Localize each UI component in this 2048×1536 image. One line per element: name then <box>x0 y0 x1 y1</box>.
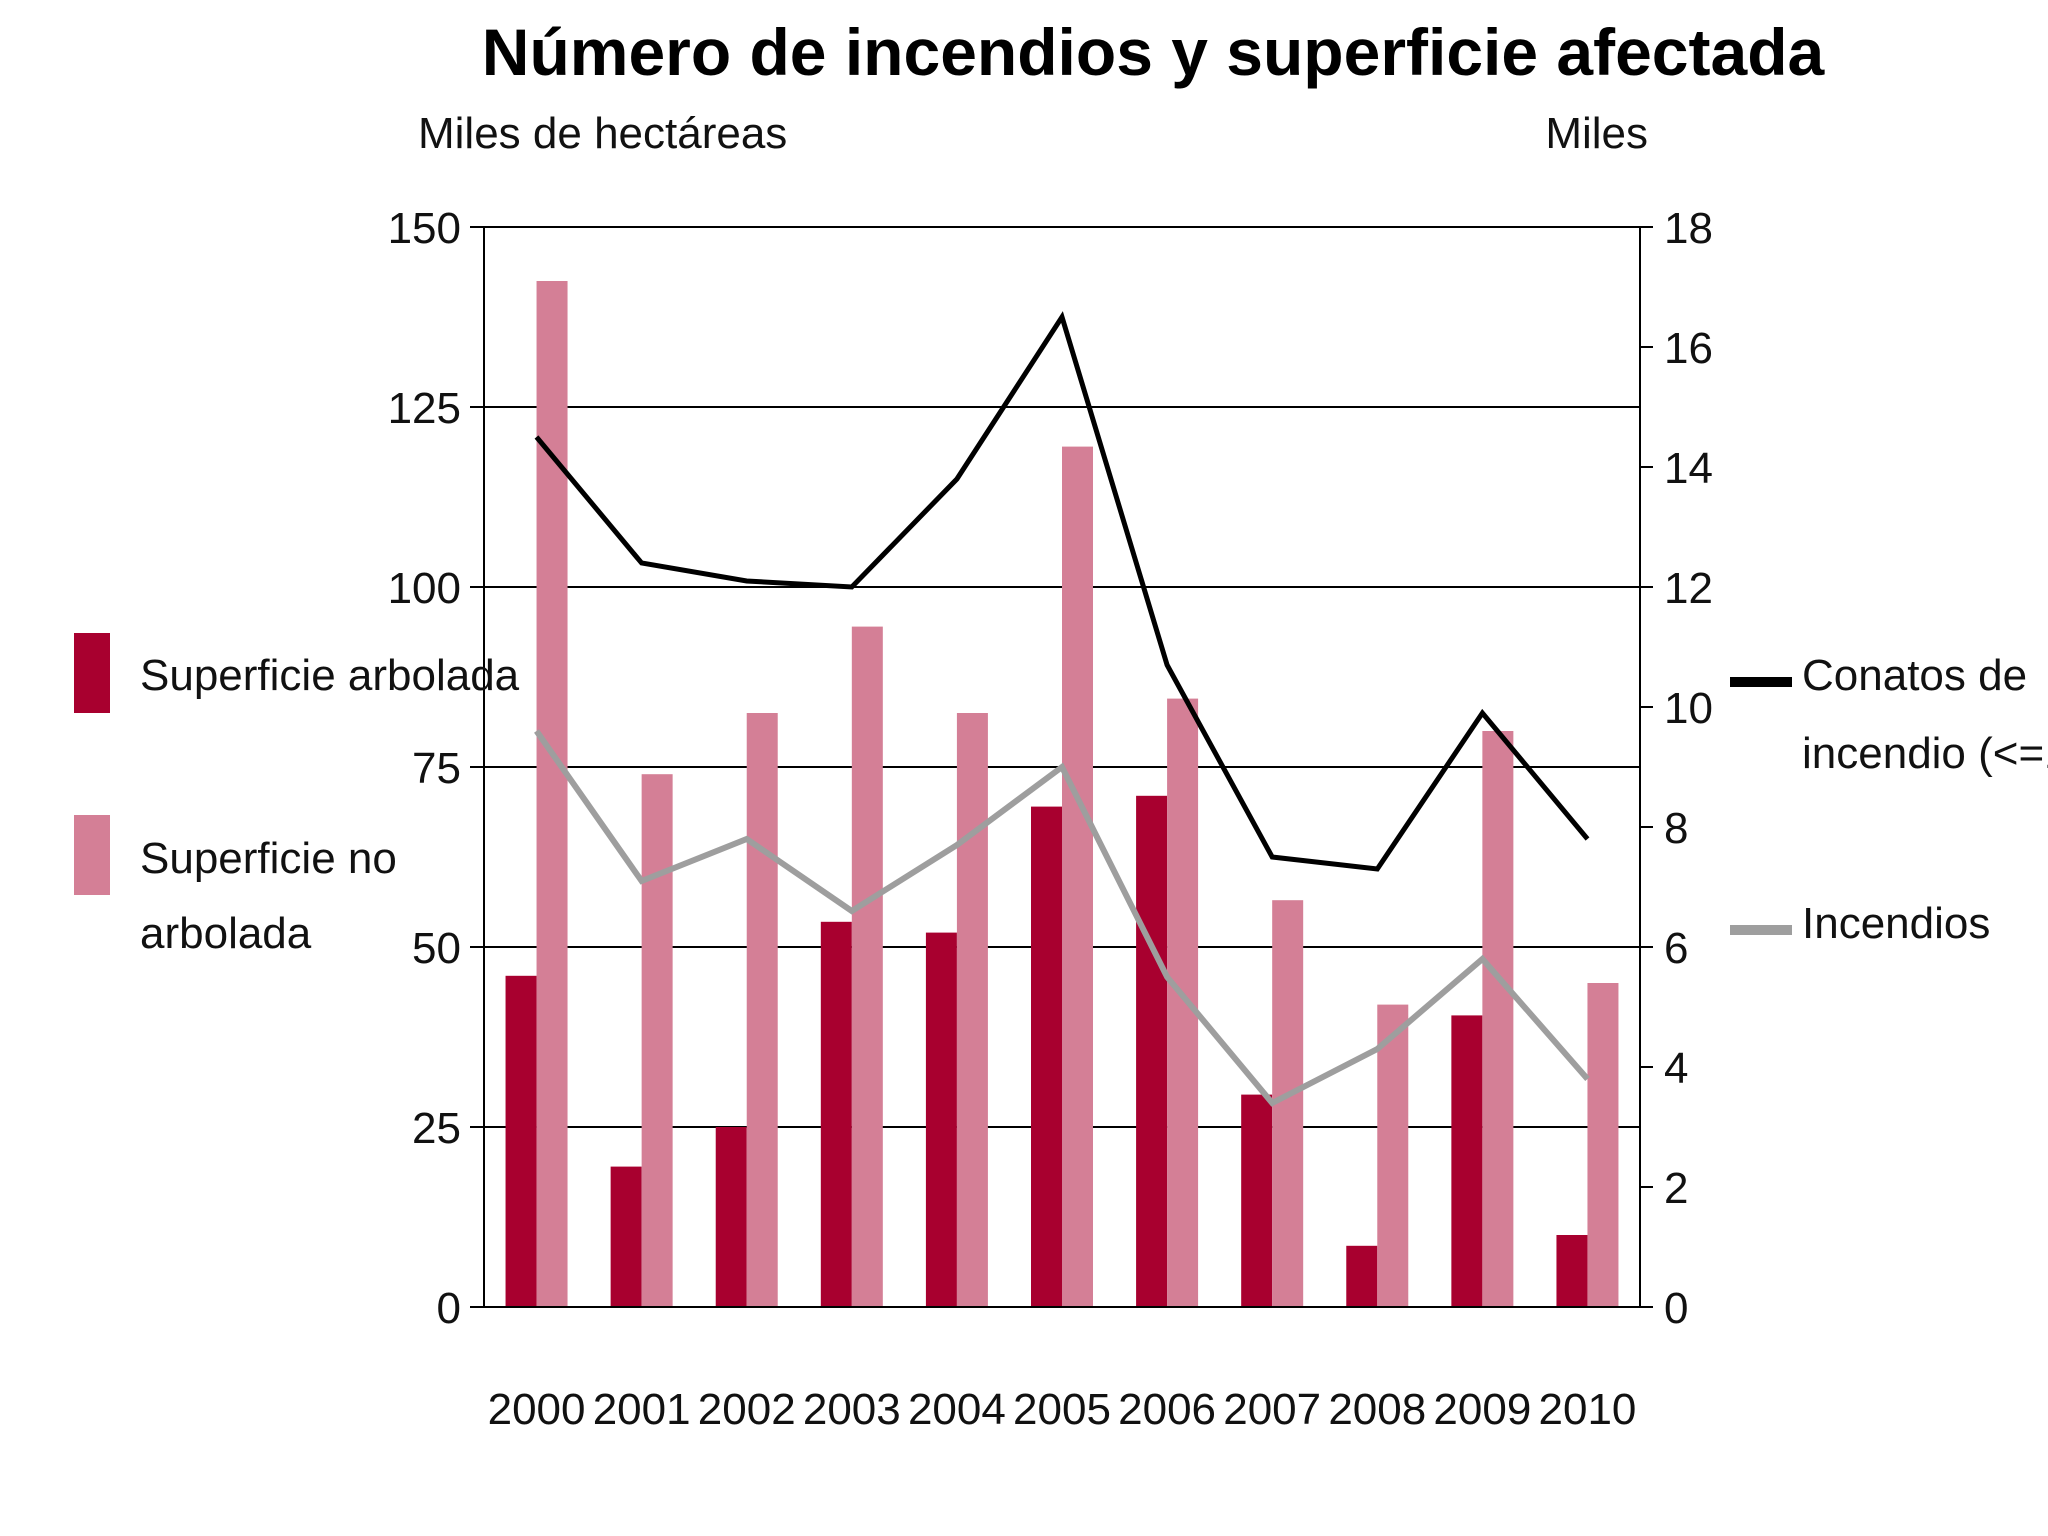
bar-arbolada-2007 <box>1241 1094 1273 1307</box>
legend-label-right-0-1: incendio (<=1ha) <box>1802 729 2048 778</box>
bar-no-arbolada-2000 <box>536 281 568 1307</box>
bar-no-arbolada-2009 <box>1482 731 1514 1307</box>
left-tick-label-25: 25 <box>412 1104 461 1153</box>
left-tick-label-125: 125 <box>388 384 461 433</box>
left-tick-label-75: 75 <box>412 744 461 793</box>
x-tick-label-2010: 2010 <box>1539 1385 1637 1434</box>
x-tick-label-2002: 2002 <box>698 1385 796 1434</box>
legend-label-left-1-0: Superficie no <box>140 834 397 883</box>
x-tick-label-2004: 2004 <box>908 1385 1006 1434</box>
legend-label-right-1-0: Incendios <box>1802 899 1990 948</box>
x-tick-label-2003: 2003 <box>803 1385 901 1434</box>
bar-no-arbolada-2002 <box>746 713 778 1307</box>
x-tick-label-2007: 2007 <box>1223 1385 1321 1434</box>
right-tick-label-4: 4 <box>1664 1044 1688 1093</box>
bar-no-arbolada-2005 <box>1062 446 1093 1308</box>
left-tick-label-100: 100 <box>388 564 461 613</box>
right-tick-label-0: 0 <box>1664 1284 1688 1333</box>
legend-label-left-0-0: Superficie arbolada <box>140 651 520 700</box>
legend: Superficie arbolada Superficie no arbolada… <box>74 633 2048 958</box>
x-tick-label-2008: 2008 <box>1328 1385 1426 1434</box>
right-tick-label-16: 16 <box>1664 324 1713 373</box>
bar-arbolada-2000 <box>505 975 537 1307</box>
legend-label-right-0-0: Conatos de <box>1802 651 2027 700</box>
x-tick-label-2001: 2001 <box>593 1385 691 1434</box>
bar-arbolada-2005 <box>1031 806 1062 1307</box>
bar-no-arbolada-2003 <box>851 626 883 1307</box>
bar-arbolada-2006 <box>1136 795 1168 1307</box>
bar-arbolada-2003 <box>820 921 852 1307</box>
chart-title: Número de incendios y superficie afectad… <box>482 15 1826 89</box>
bar-arbolada-2009 <box>1451 1015 1483 1307</box>
bars <box>505 281 1619 1308</box>
bar-arbolada-2010 <box>1556 1235 1588 1307</box>
legend-swatch-left-0 <box>74 633 110 713</box>
left-tick-label-0: 0 <box>437 1284 461 1333</box>
right-tick-label-8: 8 <box>1664 804 1688 853</box>
bar-arbolada-2001 <box>610 1166 642 1307</box>
right-tick-label-12: 12 <box>1664 564 1713 613</box>
right-tick-label-2: 2 <box>1664 1164 1688 1213</box>
series-lines <box>534 311 1590 1107</box>
x-tick-label-2006: 2006 <box>1118 1385 1216 1434</box>
bar-no-arbolada-2006 <box>1167 698 1199 1307</box>
right-axis-label: Miles <box>1545 109 1648 158</box>
left-axis-label: Miles de hectáreas <box>418 109 787 158</box>
right-axis: 0 2 4 6 8 10 12 14 16 18 <box>1640 204 1713 1333</box>
right-tick-label-10: 10 <box>1664 684 1713 733</box>
bar-arbolada-2004 <box>925 932 957 1307</box>
left-tick-label-50: 50 <box>412 924 461 973</box>
right-tick-label-14: 14 <box>1664 444 1713 493</box>
x-tick-label-2005: 2005 <box>1013 1385 1111 1434</box>
left-tick-label-150: 150 <box>388 204 461 253</box>
bar-arbolada-2002 <box>715 1127 747 1307</box>
left-axis: 0 25 50 75 100 125 150 <box>388 204 484 1333</box>
x-tick-label-2000: 2000 <box>488 1385 586 1434</box>
bar-no-arbolada-2001 <box>641 774 673 1307</box>
bar-no-arbolada-2004 <box>956 713 988 1307</box>
bar-no-arbolada-2008 <box>1377 1004 1409 1307</box>
bar-arbolada-2008 <box>1346 1245 1378 1307</box>
right-tick-label-6: 6 <box>1664 924 1688 973</box>
legend-swatch-left-1 <box>74 815 110 895</box>
x-axis: 2000 2001 2002 2003 2004 2005 2006 2007 2008 2009… <box>488 1385 1637 1434</box>
bar-no-arbolada-2010 <box>1587 983 1619 1307</box>
right-tick-label-18: 18 <box>1664 204 1713 253</box>
legend-label-left-1-1: arbolada <box>140 909 312 958</box>
x-tick-label-2009: 2009 <box>1433 1385 1531 1434</box>
